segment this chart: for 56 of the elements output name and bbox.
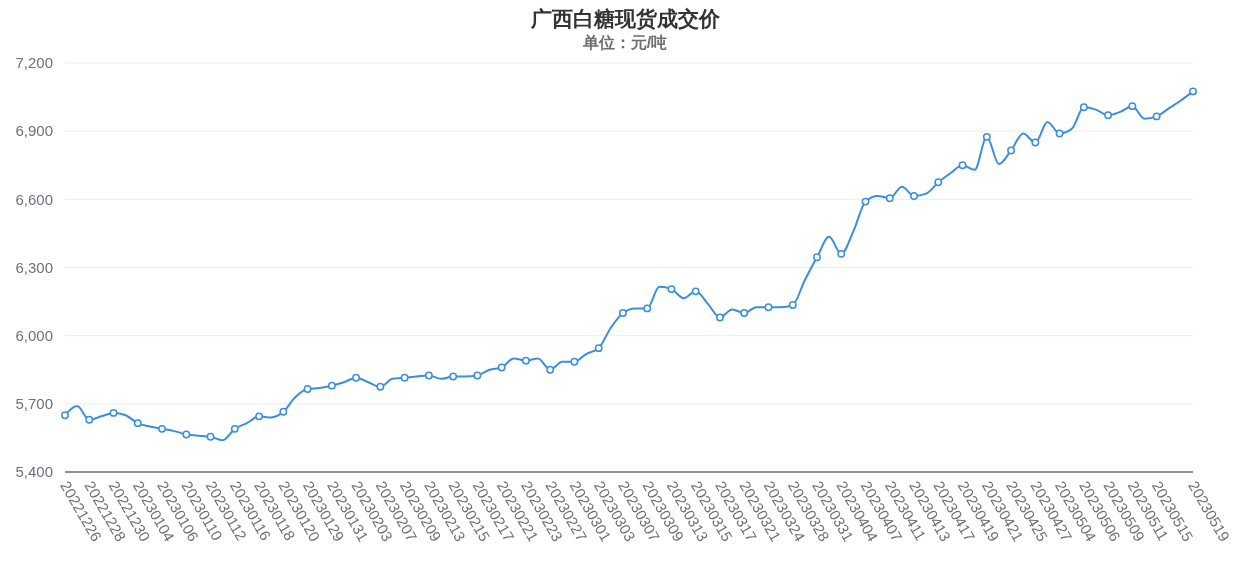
point [1189, 87, 1197, 96]
point [764, 303, 773, 312]
point [643, 304, 652, 313]
point [279, 407, 288, 416]
point [230, 424, 239, 433]
point [1152, 112, 1161, 121]
point [1104, 111, 1113, 120]
point [934, 178, 943, 187]
y-tick-label: 7,200 [15, 54, 53, 72]
y-tick-label: 5,400 [15, 463, 53, 481]
point [788, 301, 797, 309]
point [303, 385, 312, 394]
point [982, 132, 991, 141]
point [158, 424, 166, 433]
point [376, 382, 385, 391]
point [740, 308, 749, 317]
point [352, 373, 361, 382]
point [716, 313, 724, 322]
point [109, 408, 118, 417]
point [813, 253, 821, 262]
y-tick-label: 6,300 [15, 258, 53, 276]
point [861, 197, 870, 206]
point [1055, 129, 1064, 138]
point [885, 194, 894, 203]
point [255, 412, 264, 421]
point [1128, 102, 1137, 111]
point [910, 191, 918, 200]
point [424, 371, 433, 380]
point [691, 287, 700, 296]
point [473, 371, 482, 380]
point [570, 357, 579, 366]
point [594, 344, 603, 353]
point [449, 372, 458, 381]
point [85, 415, 94, 424]
chart-title: 广西白糖现货成交价 [529, 6, 721, 32]
point [1007, 146, 1016, 155]
y-tick-label: 6,900 [15, 122, 53, 140]
point [1031, 138, 1040, 147]
point [546, 365, 555, 374]
y-tick-label: 6,000 [15, 326, 53, 344]
point [400, 373, 409, 382]
point [521, 356, 530, 365]
y-tick-label: 6,600 [15, 190, 53, 208]
point [133, 419, 142, 428]
point [618, 308, 627, 317]
point [327, 381, 336, 390]
point [1079, 103, 1088, 112]
point [182, 430, 191, 439]
point [958, 161, 967, 170]
point [837, 249, 846, 258]
chart-subtitle: 单位：元/吨 [581, 33, 669, 53]
y-tick-label: 5,700 [15, 395, 53, 413]
point [667, 285, 676, 294]
point [206, 432, 215, 441]
point [497, 363, 506, 372]
point [61, 411, 69, 420]
